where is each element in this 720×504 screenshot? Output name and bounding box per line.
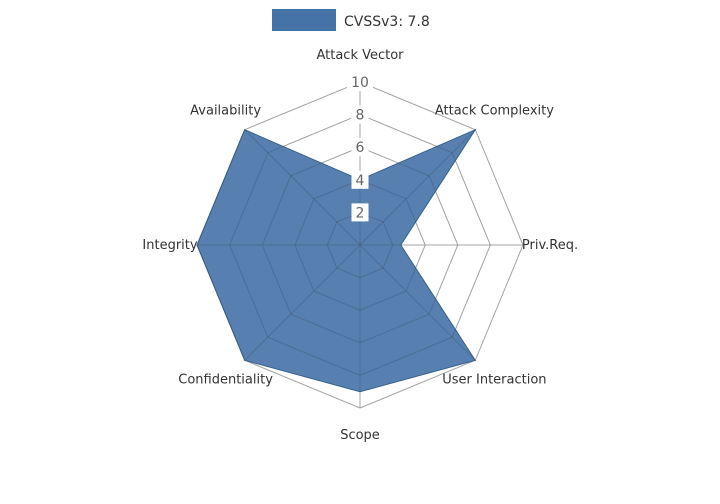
grid-spoke-overlay [244, 244, 361, 361]
series-polygon [196, 128, 477, 393]
axis-label-scope: Scope [340, 428, 380, 443]
radar-series [196, 128, 477, 393]
grid-ring-overlay [294, 179, 426, 311]
radar-grid-overlay [196, 81, 524, 409]
tick-label: 4 [356, 173, 365, 189]
axis-labels: Attack Vector Attack Complexity Priv.Req. U… [142, 48, 578, 443]
tick-label: 6 [356, 140, 365, 156]
grid-ring-overlay [196, 81, 524, 409]
grid-spoke-overlay [244, 129, 361, 246]
axis-label-user-interaction: User Interaction [442, 372, 546, 387]
axis-label-attack-vector: Attack Vector [316, 48, 404, 63]
grid-spoke-overlay [359, 244, 476, 361]
radial-tick-labels: 2 4 6 8 10 [347, 73, 373, 222]
axis-label-priv-req: Priv.Req. [522, 238, 578, 253]
grid-ring-overlay [229, 114, 491, 376]
tick-label-bg [351, 203, 369, 222]
tick-label-bg [351, 170, 369, 189]
tick-label: 2 [356, 205, 365, 221]
axis-label-attack-complexity: Attack Complexity [435, 104, 554, 119]
axis-label-integrity: Integrity [142, 238, 197, 253]
tick-label-bg [351, 138, 369, 157]
legend-swatch[interactable] [272, 9, 336, 31]
legend[interactable]: CVSSv3: 7.8 [272, 9, 430, 31]
tick-label-bg [351, 105, 369, 124]
grid-ring-overlay [261, 146, 459, 344]
grid-spoke-overlay [359, 129, 476, 246]
tick-label: 8 [356, 108, 365, 124]
tick-label-bg [347, 73, 373, 91]
axis-label-confidentiality: Confidentiality [178, 372, 273, 387]
axis-label-availability: Availability [190, 104, 261, 119]
legend-label[interactable]: CVSSv3: 7.8 [344, 14, 430, 30]
tick-label: 10 [351, 75, 369, 91]
grid-ring-overlay [326, 211, 394, 279]
